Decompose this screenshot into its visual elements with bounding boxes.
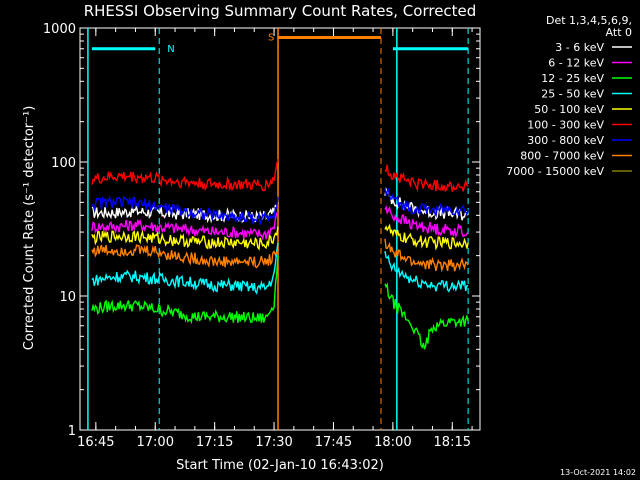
series-line xyxy=(91,244,279,269)
legend-entry-label: 12 - 25 keV xyxy=(541,72,604,85)
series-line xyxy=(384,204,469,239)
legend-header: Att 0 xyxy=(606,26,632,39)
series-line xyxy=(384,164,469,192)
plot-area: 16:45 17:00 17:15 17:30 17:45 18:00 18:15 1 10 10… xyxy=(43,22,481,450)
y-tick-label: 1 xyxy=(68,424,76,439)
series-line xyxy=(384,250,469,293)
y-tick-label: 1000 xyxy=(43,22,76,37)
legend-entry-label: 800 - 7000 keV xyxy=(520,150,604,163)
y-tick-label: 10 xyxy=(59,290,76,305)
annotation-label: N xyxy=(167,44,174,55)
x-tick-label: 17:15 xyxy=(196,435,233,450)
series-line xyxy=(91,195,279,226)
legend-entry-label: 7000 - 15000 keV xyxy=(506,165,604,178)
series-line xyxy=(384,238,469,273)
axes-frame xyxy=(79,27,481,431)
legend-entry-label: 6 - 12 keV xyxy=(548,57,604,70)
legend-header: Det 1,3,4,5,6,9, xyxy=(546,14,632,27)
y-axis-label: Corrected Count Rate (s⁻¹ detector⁻¹) xyxy=(22,106,37,351)
legend-entry-label: 50 - 100 keV xyxy=(534,103,604,116)
x-tick-label: 17:45 xyxy=(315,435,352,450)
legend-entry-label: 100 - 300 keV xyxy=(527,119,604,132)
legend-entry-label: 3 - 6 keV xyxy=(555,41,604,54)
legend-entry-label: 25 - 50 keV xyxy=(541,88,604,101)
series-line xyxy=(91,255,279,325)
series-line xyxy=(91,211,279,241)
series-line xyxy=(384,187,469,218)
series-line xyxy=(91,159,279,192)
y-tick-label: 100 xyxy=(51,156,76,171)
x-axis-label: Start Time (02-Jan-10 16:43:02) xyxy=(176,458,384,473)
legend-entry-label: 300 - 800 keV xyxy=(527,134,604,147)
x-tick-label: 17:30 xyxy=(255,435,292,450)
series-line xyxy=(91,226,279,251)
annotation-label: S xyxy=(268,32,274,43)
series-line xyxy=(384,282,469,350)
x-tick-label: 17:00 xyxy=(137,435,174,450)
x-tick-label: 18:00 xyxy=(374,435,411,450)
x-tick-label: 18:15 xyxy=(434,435,471,450)
series-line xyxy=(91,242,279,295)
footer-date: 13-Oct-2021 14:02 xyxy=(560,468,636,477)
x-tick-label: 16:45 xyxy=(77,435,114,450)
chart-title: RHESSI Observing Summary Count Rates, Co… xyxy=(84,2,477,20)
series-line xyxy=(384,223,469,251)
legend: Det 1,3,4,5,6,9,Att 03 - 6 keV 6 - 12 keV… xyxy=(506,14,632,178)
